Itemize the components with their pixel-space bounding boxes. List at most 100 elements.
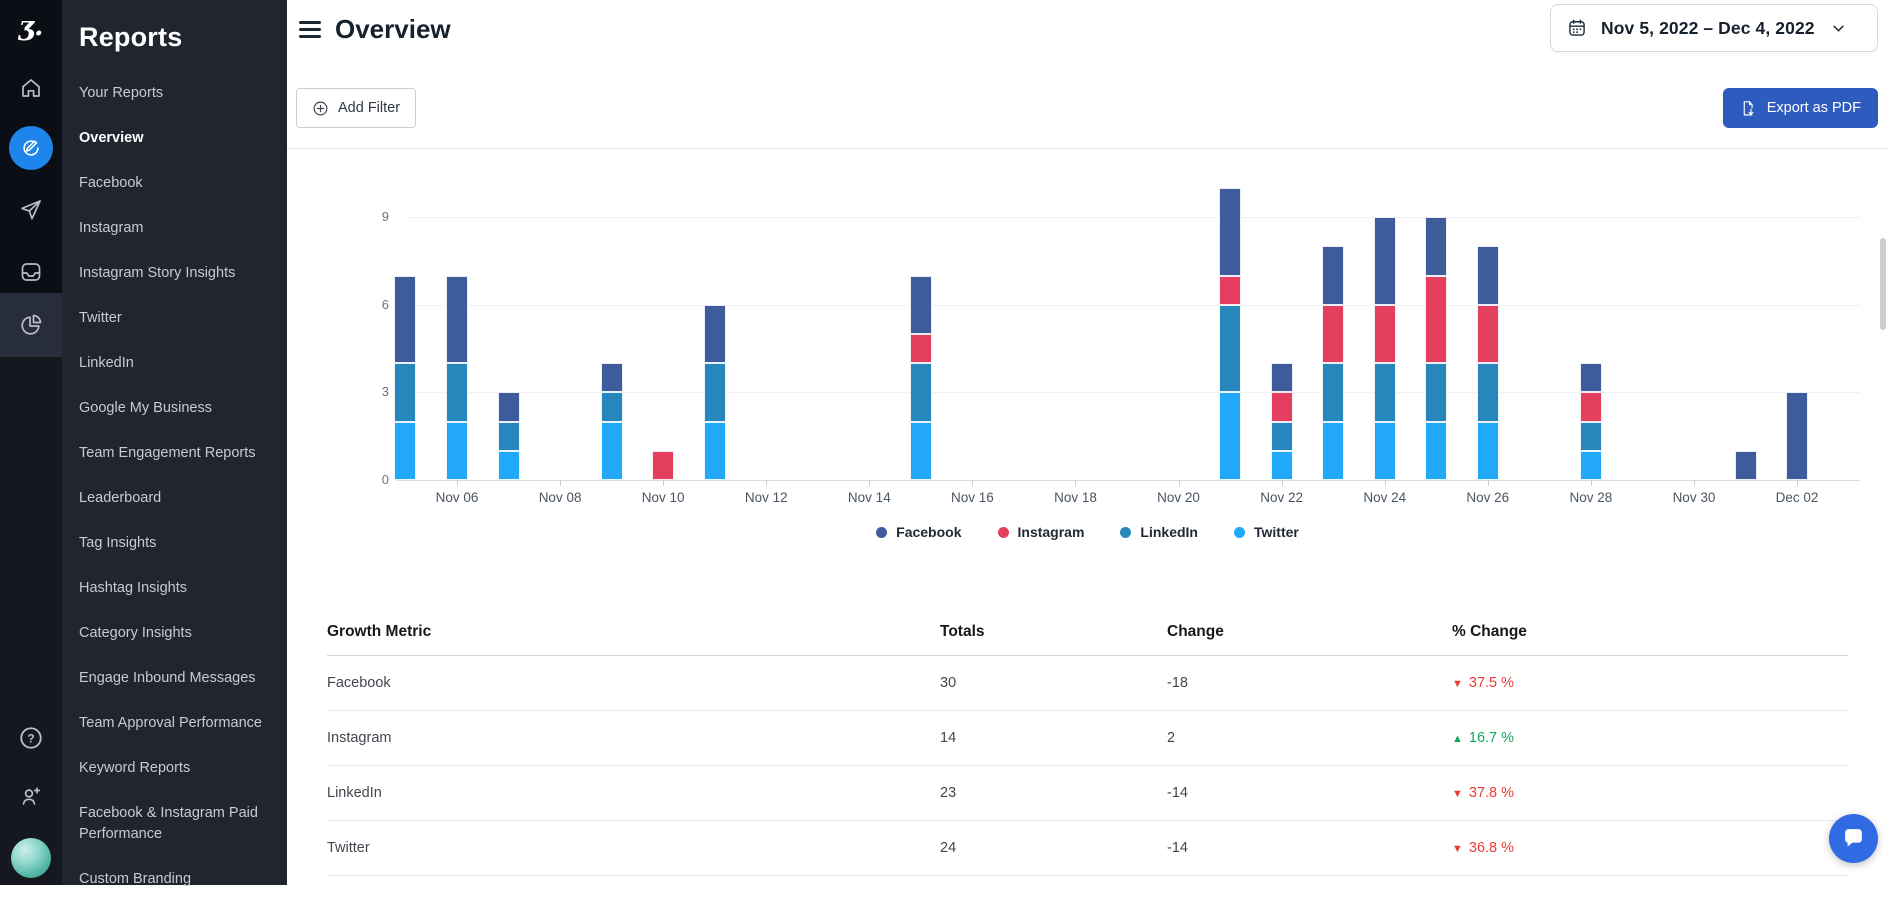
add-user-icon[interactable]: [0, 775, 62, 819]
legend-item-twitter[interactable]: Twitter: [1233, 524, 1299, 540]
table-header-cell: % Change: [1452, 622, 1527, 640]
send-icon[interactable]: [0, 188, 62, 232]
inbox-icon[interactable]: [0, 250, 62, 294]
bar-segment-twitter-nov-26[interactable]: [1476, 421, 1499, 480]
export-pdf-button[interactable]: Export as PDF: [1722, 88, 1878, 128]
chat-launcher-button[interactable]: [1829, 814, 1878, 863]
bar-segment-instagram-nov-26[interactable]: [1476, 304, 1499, 364]
bar-segment-twitter-nov-15[interactable]: [909, 421, 932, 480]
bar-segment-instagram-nov-25[interactable]: [1425, 275, 1448, 364]
bar-segment-facebook-nov-06[interactable]: [446, 275, 468, 364]
bar-segment-twitter-nov-09[interactable]: [600, 421, 623, 480]
bar-segment-linkedin-nov-09[interactable]: [600, 392, 623, 422]
bar-segment-twitter-nov-22[interactable]: [1270, 450, 1293, 480]
bar-segment-linkedin-nov-23[interactable]: [1322, 363, 1345, 422]
x-axis-tick: [457, 480, 458, 486]
bar-segment-linkedin-nov-26[interactable]: [1476, 363, 1499, 422]
sidebar-item-hashtag-insights[interactable]: Hashtag Insights: [79, 580, 188, 596]
bar-segment-twitter-nov-11[interactable]: [703, 421, 726, 480]
compose-button[interactable]: [0, 126, 62, 170]
bar-segment-facebook-nov-07[interactable]: [497, 392, 520, 422]
sidebar-item-tag-insights[interactable]: Tag Insights: [79, 535, 157, 551]
bar-segment-facebook-nov-25[interactable]: [1425, 217, 1448, 276]
x-axis-tick: [1797, 480, 1799, 486]
legend-item-facebook[interactable]: Facebook: [876, 524, 962, 540]
bar-segment-facebook-nov-21[interactable]: [1219, 188, 1242, 276]
bar-segment-linkedin-nov-15[interactable]: [909, 363, 932, 422]
sidebar-item-leaderboard[interactable]: Leaderboard: [79, 490, 162, 506]
bar-segment-facebook-dec-01[interactable]: [1734, 450, 1757, 480]
sidebar-item-overview[interactable]: Overview: [79, 130, 144, 146]
bar-segment-twitter-nov-23[interactable]: [1322, 421, 1345, 480]
bar-segment-facebook-dec-02[interactable]: [1786, 392, 1809, 480]
sidebar-item-twitter[interactable]: Twitter: [79, 310, 122, 326]
bar-segment-linkedin-nov-21[interactable]: [1219, 304, 1242, 393]
bar-segment-instagram-nov-22[interactable]: [1270, 392, 1293, 422]
user-avatar[interactable]: [0, 836, 62, 880]
date-range-picker[interactable]: Nov 5, 2022 – Dec 4, 2022: [1550, 4, 1878, 52]
bar-segment-instagram-nov-24[interactable]: [1373, 304, 1396, 364]
change-cell: -14: [1167, 840, 1188, 856]
bar-segment-linkedin-nov-28[interactable]: [1579, 421, 1602, 451]
scrollbar-thumb[interactable]: [1880, 238, 1886, 330]
bar-segment-twitter-nov-25[interactable]: [1425, 421, 1448, 480]
bar-segment-instagram-nov-15[interactable]: [909, 334, 932, 364]
sidebar-item-team-approval-performance[interactable]: Team Approval Performance: [79, 715, 262, 731]
sidebar-menu: Your Reports Overview Facebook Instagram Ins…: [62, 71, 287, 902]
bar-segment-linkedin-nov-24[interactable]: [1373, 363, 1396, 422]
legend-item-instagram[interactable]: Instagram: [997, 524, 1084, 540]
sidebar-item-instagram-story-insights[interactable]: Instagram Story Insights: [79, 265, 236, 281]
bar-segment-facebook-nov-24[interactable]: [1373, 217, 1396, 305]
date-range-value: Nov 5, 2022 – Dec 4, 2022: [1601, 17, 1815, 38]
bar-segment-facebook-nov-23[interactable]: [1322, 246, 1345, 305]
bar-segment-linkedin-nov-11[interactable]: [703, 363, 726, 422]
bar-segment-twitter-nov-28[interactable]: [1579, 450, 1602, 480]
chat-bubble-icon: [1845, 829, 1862, 847]
sidebar-item-custom-branding[interactable]: Custom Branding: [79, 871, 192, 887]
bar-segment-twitter-nov-24[interactable]: [1373, 421, 1396, 480]
bar-segment-facebook-nov-22[interactable]: [1270, 363, 1293, 393]
sidebar-item-linkedin[interactable]: LinkedIn: [79, 355, 134, 371]
bar-segment-linkedin-nov-25[interactable]: [1425, 363, 1448, 422]
table-row-facebook: Facebook 30 -18 ▼ 37.5 %: [327, 656, 1848, 711]
sidebar-item-keyword-reports[interactable]: Keyword Reports: [79, 760, 191, 776]
help-icon[interactable]: ?: [0, 716, 62, 760]
sidebar-item-your-reports[interactable]: Your Reports: [79, 85, 164, 101]
bar-segment-facebook-nov-28[interactable]: [1579, 363, 1602, 393]
table-row-twitter: Twitter 24 -14 ▼ 36.8 %: [327, 821, 1848, 876]
sidebar-item-instagram[interactable]: Instagram: [79, 220, 144, 236]
sidebar-item-category-insights[interactable]: Category Insights: [79, 625, 192, 641]
sidebar-item-google-my-business[interactable]: Google My Business: [79, 400, 212, 416]
bar-segment-twitter-nov-06[interactable]: [446, 421, 468, 480]
sidebar-item-facebook-instagram-paid-performance[interactable]: Facebook & Instagram Paid Performance: [79, 805, 258, 842]
legend-item-linkedin[interactable]: LinkedIn: [1120, 524, 1198, 540]
bar-segment-twitter-nov-21[interactable]: [1219, 392, 1242, 480]
sidebar-item-team-engagement-reports[interactable]: Team Engagement Reports: [79, 445, 256, 461]
bar-segment-twitter-nov-07[interactable]: [497, 450, 520, 480]
bar-segment-twitter-nov-05[interactable]: [394, 421, 417, 480]
avatar: [11, 838, 51, 878]
home-icon[interactable]: [0, 66, 62, 110]
bar-segment-instagram-nov-21[interactable]: [1219, 275, 1242, 305]
bar-segment-facebook-nov-05[interactable]: [394, 275, 417, 364]
bar-segment-instagram-nov-10[interactable]: [652, 450, 675, 480]
bar-segment-instagram-nov-23[interactable]: [1322, 304, 1345, 364]
bar-segment-linkedin-nov-06[interactable]: [446, 363, 468, 422]
y-axis-label: 6: [381, 296, 389, 312]
bar-segment-linkedin-nov-07[interactable]: [497, 421, 520, 451]
bar-segment-facebook-nov-11[interactable]: [703, 304, 726, 364]
bar-segment-linkedin-nov-05[interactable]: [394, 363, 417, 422]
sidebar-item-engage-inbound-messages[interactable]: Engage Inbound Messages: [79, 670, 256, 686]
bar-segment-facebook-nov-09[interactable]: [600, 363, 623, 393]
legend-label: LinkedIn: [1140, 524, 1198, 540]
bar-segment-instagram-nov-28[interactable]: [1579, 392, 1602, 422]
bar-segment-linkedin-nov-22[interactable]: [1270, 421, 1293, 451]
bar-segment-facebook-nov-26[interactable]: [1476, 246, 1499, 305]
reports-pie-icon[interactable]: [0, 303, 62, 347]
bar-segment-facebook-nov-15[interactable]: [909, 275, 932, 334]
add-filter-button[interactable]: Add Filter: [296, 88, 417, 128]
plus-circle-icon: [313, 101, 328, 115]
menu-toggle-icon[interactable]: [299, 17, 323, 41]
sidebar-item-facebook[interactable]: Facebook: [79, 175, 143, 191]
y-axis-label: 3: [381, 384, 389, 400]
